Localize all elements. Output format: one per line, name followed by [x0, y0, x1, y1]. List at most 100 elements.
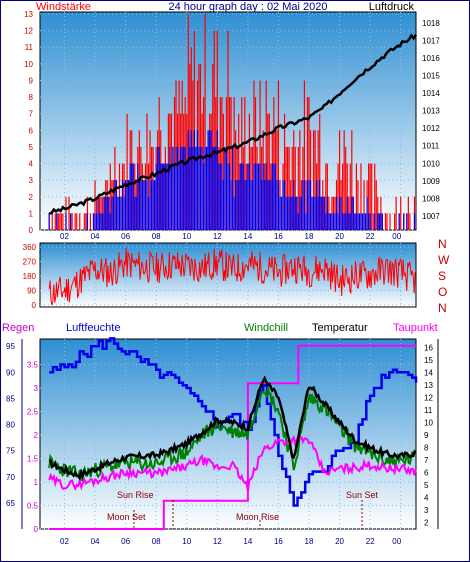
wind-x-tick: 16	[274, 232, 283, 241]
luftfeuchte-tick: 80	[6, 421, 15, 430]
temperatur-line	[48, 375, 417, 482]
regen-tick: 1.5	[27, 455, 39, 464]
pressure-y-tick: 1010	[422, 159, 440, 168]
luftdruck-label: Luftdruck	[369, 1, 415, 13]
windstaerke-label: Windstärke	[36, 1, 91, 13]
compass-s: S	[438, 269, 446, 283]
temperatur-label: Temperatur	[312, 322, 368, 334]
wind-y-tick: 11	[25, 43, 34, 52]
temperatur-tick: 13	[424, 381, 433, 390]
regen-tick: 1	[34, 478, 39, 487]
temperatur-tick: 5	[424, 481, 429, 490]
wind-x-tick: 14	[243, 232, 252, 241]
wind-direction-panel: 0 90 180 270 360 N W S O N	[23, 237, 450, 315]
pressure-y-tick: 1017	[422, 36, 440, 45]
temperatur-tick: 3	[424, 506, 429, 515]
wind-x-tick: 10	[182, 232, 191, 241]
wind-x-tick: 12	[213, 232, 222, 241]
wind-x-tick: 20	[335, 232, 344, 241]
regen-tick: 3	[34, 384, 39, 393]
wind-x-tick: 22	[366, 232, 375, 241]
wind-y-tick: 4	[29, 160, 34, 169]
climate-x-ticks: 02 04 06 08 10 12 14 16 18 20 22 00	[60, 537, 402, 546]
compass-n2: N	[438, 301, 447, 315]
pressure-y-tick: 1007	[422, 212, 440, 221]
temperatur-tick: 8	[424, 444, 429, 453]
wind-y-tick: 1	[29, 209, 34, 218]
luftfeuchte-tick: 65	[6, 499, 15, 508]
pressure-y-tick: 1013	[422, 107, 440, 116]
wind-x-tick: 04	[91, 232, 100, 241]
luftfeuchte-tick: 95	[6, 342, 15, 351]
wind-y-tick: 10	[24, 60, 33, 69]
temperatur-tick: 6	[424, 469, 429, 478]
climate-x-tick: 16	[274, 537, 283, 546]
climate-x-tick: 06	[121, 537, 130, 546]
direction-y-tick: 90	[27, 287, 36, 296]
regen-tick: 0.5	[27, 502, 39, 511]
chart-title: 24 hour graph day : 02 Mai 2020	[168, 1, 327, 13]
wind-y-tick: 0	[29, 226, 34, 235]
climate-ticks: 65 70 75 80 85 90 95 0 0.5 1 1.5 2 2.5 3 3.5 2 3 4 5 6 7 8 9 10…	[6, 342, 433, 534]
regen-tick: 0	[34, 525, 39, 534]
direction-y-ticks: 0 90 180 270 360	[23, 243, 37, 310]
climate-x-tick: 18	[305, 537, 314, 546]
pressure-y-tick: 1012	[422, 124, 440, 133]
regen-line	[49, 344, 416, 530]
wind-x-ticks: 02 04 06 08 10 12 14 16 18 20 22 00	[60, 232, 402, 241]
wind-x-tick: 06	[121, 232, 130, 241]
pressure-y-tick: 1011	[422, 142, 440, 151]
temperatur-tick: 10	[424, 418, 433, 427]
temperatur-tick: 12	[424, 393, 433, 402]
wind-x-tick: 08	[152, 232, 161, 241]
temperatur-tick: 11	[424, 406, 433, 415]
climate-x-tick: 22	[366, 537, 375, 546]
climate-x-tick: 08	[152, 537, 161, 546]
wind-direction-line	[48, 247, 417, 306]
luftfeuchte-tick: 75	[6, 447, 15, 456]
moon-set-annotation: Moon Set	[107, 512, 146, 522]
wind-y-tick: 6	[29, 126, 34, 135]
compass-w: W	[438, 253, 450, 267]
temperatur-tick: 16	[424, 343, 433, 352]
sun-rise-annotation: Sun Rise	[117, 490, 154, 500]
regen-tick: 3.5	[27, 361, 39, 370]
temperatur-tick: 9	[424, 431, 429, 440]
pressure-line	[49, 33, 418, 215]
temperatur-tick: 7	[424, 456, 429, 465]
luftfeuchte-tick: 85	[6, 394, 15, 403]
wind-y-tick: 2	[29, 193, 34, 202]
taupunkt-line	[48, 435, 417, 492]
temperatur-tick: 14	[424, 368, 433, 377]
temperatur-tick: 4	[424, 494, 429, 503]
wind-y-tick: 8	[29, 93, 34, 102]
wind-y-tick: 13	[24, 10, 33, 19]
pressure-y-ticks: 1007 1008 1009 1010 1011 1012 1013 1014 1015 1016…	[422, 19, 440, 221]
climate-x-tick: 00	[392, 537, 401, 546]
climate-x-tick: 20	[335, 537, 344, 546]
compass-o: O	[438, 285, 447, 299]
taupunkt-label: Taupunkt	[393, 322, 438, 334]
luftfeuchte-tick: 90	[6, 368, 15, 377]
pressure-y-tick: 1018	[422, 19, 440, 28]
moon-rise-annotation: Moon Rise	[236, 512, 279, 522]
wind-x-tick: 02	[60, 232, 69, 241]
regen-tick: 2.5	[27, 408, 39, 417]
windchill-label: Windchill	[244, 322, 288, 334]
temperatur-tick: 15	[424, 356, 433, 365]
pressure-y-tick: 1015	[422, 71, 440, 80]
wind-y-tick: 7	[29, 110, 34, 119]
wind-y-tick: 9	[29, 76, 34, 85]
direction-y-tick: 0	[32, 301, 37, 310]
regen-label: Regen	[2, 322, 34, 334]
pressure-y-tick: 1016	[422, 54, 440, 63]
pressure-y-tick: 1009	[422, 177, 440, 186]
climate-x-tick: 14	[243, 537, 252, 546]
climate-panel: 65 70 75 80 85 90 95 0 0.5 1 1.5 2 2.5 3 3.5 2 3 4 5 6 7 8 9 10…	[2, 322, 439, 546]
temperatur-tick: 2	[424, 519, 429, 528]
wind-y-tick: 12	[24, 27, 33, 36]
wind-y-tick: 5	[29, 143, 34, 152]
